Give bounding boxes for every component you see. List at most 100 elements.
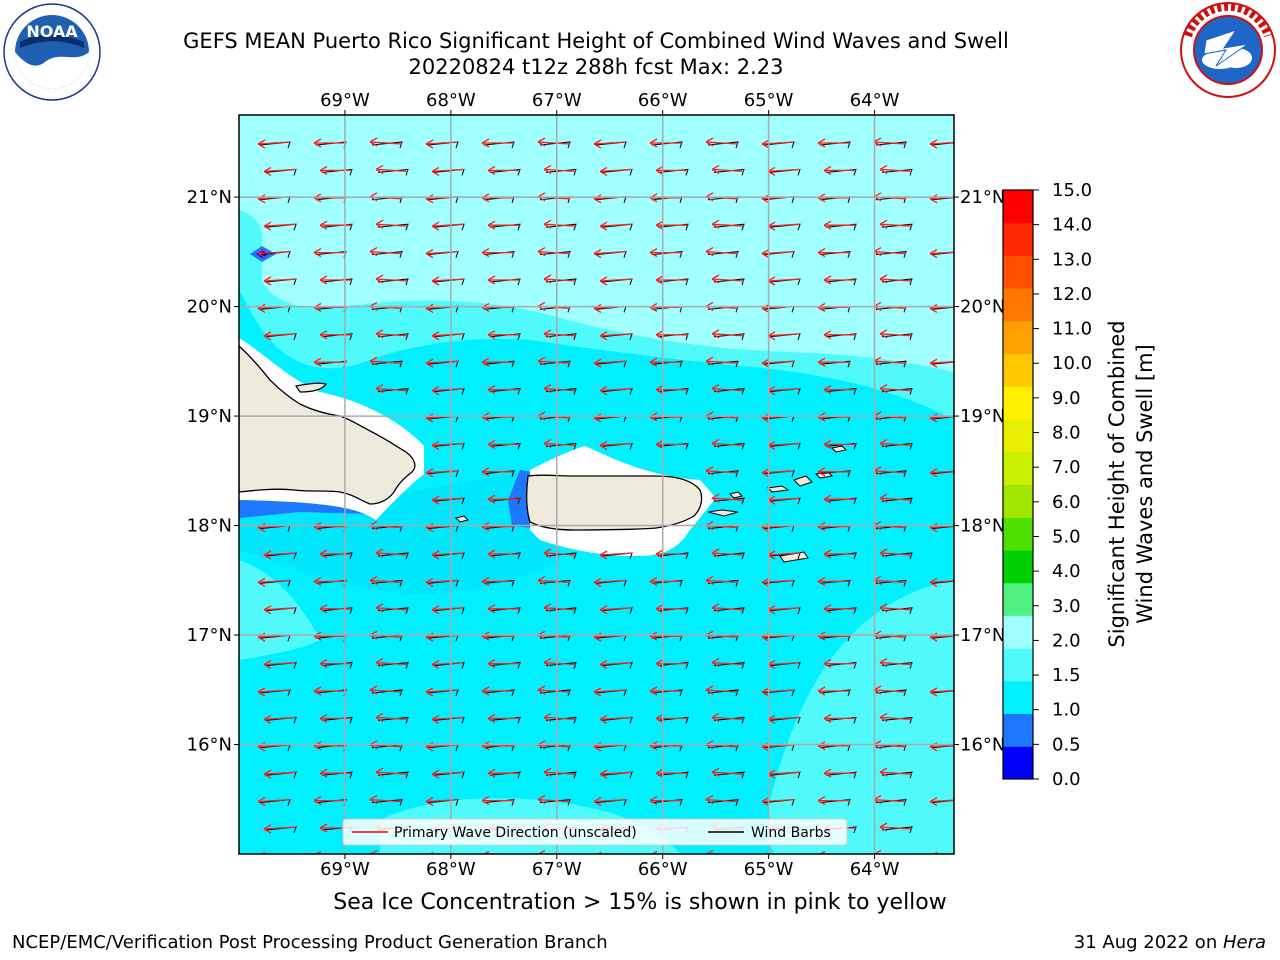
wind-barb [875, 689, 907, 697]
wave-arrow-head [929, 249, 938, 259]
wind-barb [875, 360, 907, 368]
wind-barb [321, 552, 353, 560]
wave-arrow-head [543, 329, 552, 339]
wave-arrow [767, 607, 801, 611]
wind-barb [483, 251, 515, 258]
wave-arrow-head [655, 439, 664, 449]
wind-barb [657, 168, 689, 176]
wind-barb [819, 360, 851, 368]
wind-barb [377, 716, 409, 724]
wind-barb [657, 223, 689, 231]
wave-arrow-head [319, 330, 328, 340]
wave-arrow-head [823, 385, 832, 395]
wind-barb [713, 607, 745, 614]
wave-arrow-head [481, 138, 490, 148]
wave-arrow [929, 635, 954, 638]
colorbar-tick-label: 1.5 [1052, 665, 1081, 686]
wave-arrow [599, 168, 633, 173]
nws-logo [1180, 2, 1276, 98]
wave-arrow [425, 798, 459, 803]
wave-arrow-head [543, 658, 552, 668]
wind-barb [881, 388, 913, 395]
wind-barb [539, 799, 571, 806]
chart-title: GEFS MEAN Puerto Rico Significant Height… [183, 29, 1009, 53]
lat-label-right: 17°N [960, 625, 1005, 646]
wind-barb [931, 745, 954, 749]
wind-barb [707, 360, 739, 368]
wave-arrow [431, 607, 465, 611]
wave-arrow [879, 716, 913, 721]
wind-barb [713, 662, 745, 669]
colorbar-tick-label: 9.0 [1052, 388, 1081, 409]
wind-barb [489, 771, 521, 779]
wave-arrow [879, 607, 913, 611]
wind-barb [377, 278, 409, 286]
lat-label-left: 21°N [187, 187, 232, 208]
wave-arrow [879, 442, 913, 447]
wave-arrow [263, 168, 297, 173]
wave-arrow [767, 333, 801, 337]
wave-arrow-head [369, 795, 378, 805]
lon-label-top: 66°W [638, 90, 688, 111]
wave-arrow-head [705, 795, 714, 805]
wave-arrow-head [879, 603, 888, 613]
wave-arrow [257, 798, 291, 803]
wave-arrow [537, 141, 571, 145]
wave-arrow-head [257, 139, 266, 149]
wave-arrow-head [263, 769, 272, 779]
wave-arrow-head [596, 851, 602, 854]
wave-arrow-head [705, 466, 714, 476]
wave-arrow [263, 716, 297, 721]
colorbar-segment [1003, 680, 1033, 715]
wave-arrow-head [260, 851, 266, 854]
wind-barb [321, 607, 353, 614]
wave-arrow [537, 798, 571, 803]
wind-barb [489, 278, 521, 286]
wave-arrow [599, 771, 633, 775]
colorbar [1003, 190, 1033, 780]
wave-arrow-head [764, 851, 770, 854]
wave-arrow-head [263, 714, 272, 724]
lat-label-left: 20°N [187, 297, 232, 318]
wave-arrow-head [263, 276, 272, 286]
wave-arrow-head [655, 604, 664, 614]
wave-arrow-head [431, 550, 440, 560]
wave-arrow-head [369, 137, 378, 147]
wind-barb [881, 442, 913, 450]
lat-label-right: 20°N [960, 297, 1005, 318]
wind-barb [875, 470, 907, 477]
wave-arrow-head [319, 165, 328, 175]
wave-arrow-head [879, 384, 888, 394]
wave-arrow [767, 661, 801, 666]
wind-barb [400, 853, 403, 854]
wave-arrow-head [655, 385, 664, 395]
lat-label-right: 19°N [960, 406, 1005, 427]
wind-barb [321, 278, 353, 286]
noaa-logo: NOAA [3, 3, 101, 101]
wave-arrow-head [705, 685, 714, 695]
wave-arrow-head [537, 247, 546, 257]
wind-barb [545, 716, 577, 724]
wave-arrow [761, 360, 795, 364]
land-anegada [830, 445, 848, 453]
wind-barb [931, 416, 954, 420]
wave-arrow-head [425, 577, 434, 587]
wave-arrow [543, 387, 577, 392]
wave-arrow-head [705, 137, 714, 147]
wave-arrow-head [823, 330, 832, 340]
wave-arrow-head [593, 249, 602, 259]
wave-arrow-head [817, 138, 826, 148]
wave-arrow-head [655, 768, 664, 778]
wave-arrow-head [481, 467, 490, 477]
wind-barb [881, 497, 913, 505]
wave-arrow [425, 470, 459, 474]
wave-arrow [543, 771, 577, 775]
wave-arrow-head [257, 577, 266, 587]
sea-1.5-2.0-southeast [767, 580, 954, 854]
footer-organization: NCEP/EMC/Verification Post Processing Pr… [12, 932, 608, 953]
wave-arrow [593, 579, 627, 584]
wind-barb [931, 635, 954, 639]
wave-arrow-head [593, 358, 602, 368]
wave-arrow [543, 223, 577, 227]
sea-ice-note: Sea Ice Concentration > 15% is shown in … [333, 890, 947, 915]
